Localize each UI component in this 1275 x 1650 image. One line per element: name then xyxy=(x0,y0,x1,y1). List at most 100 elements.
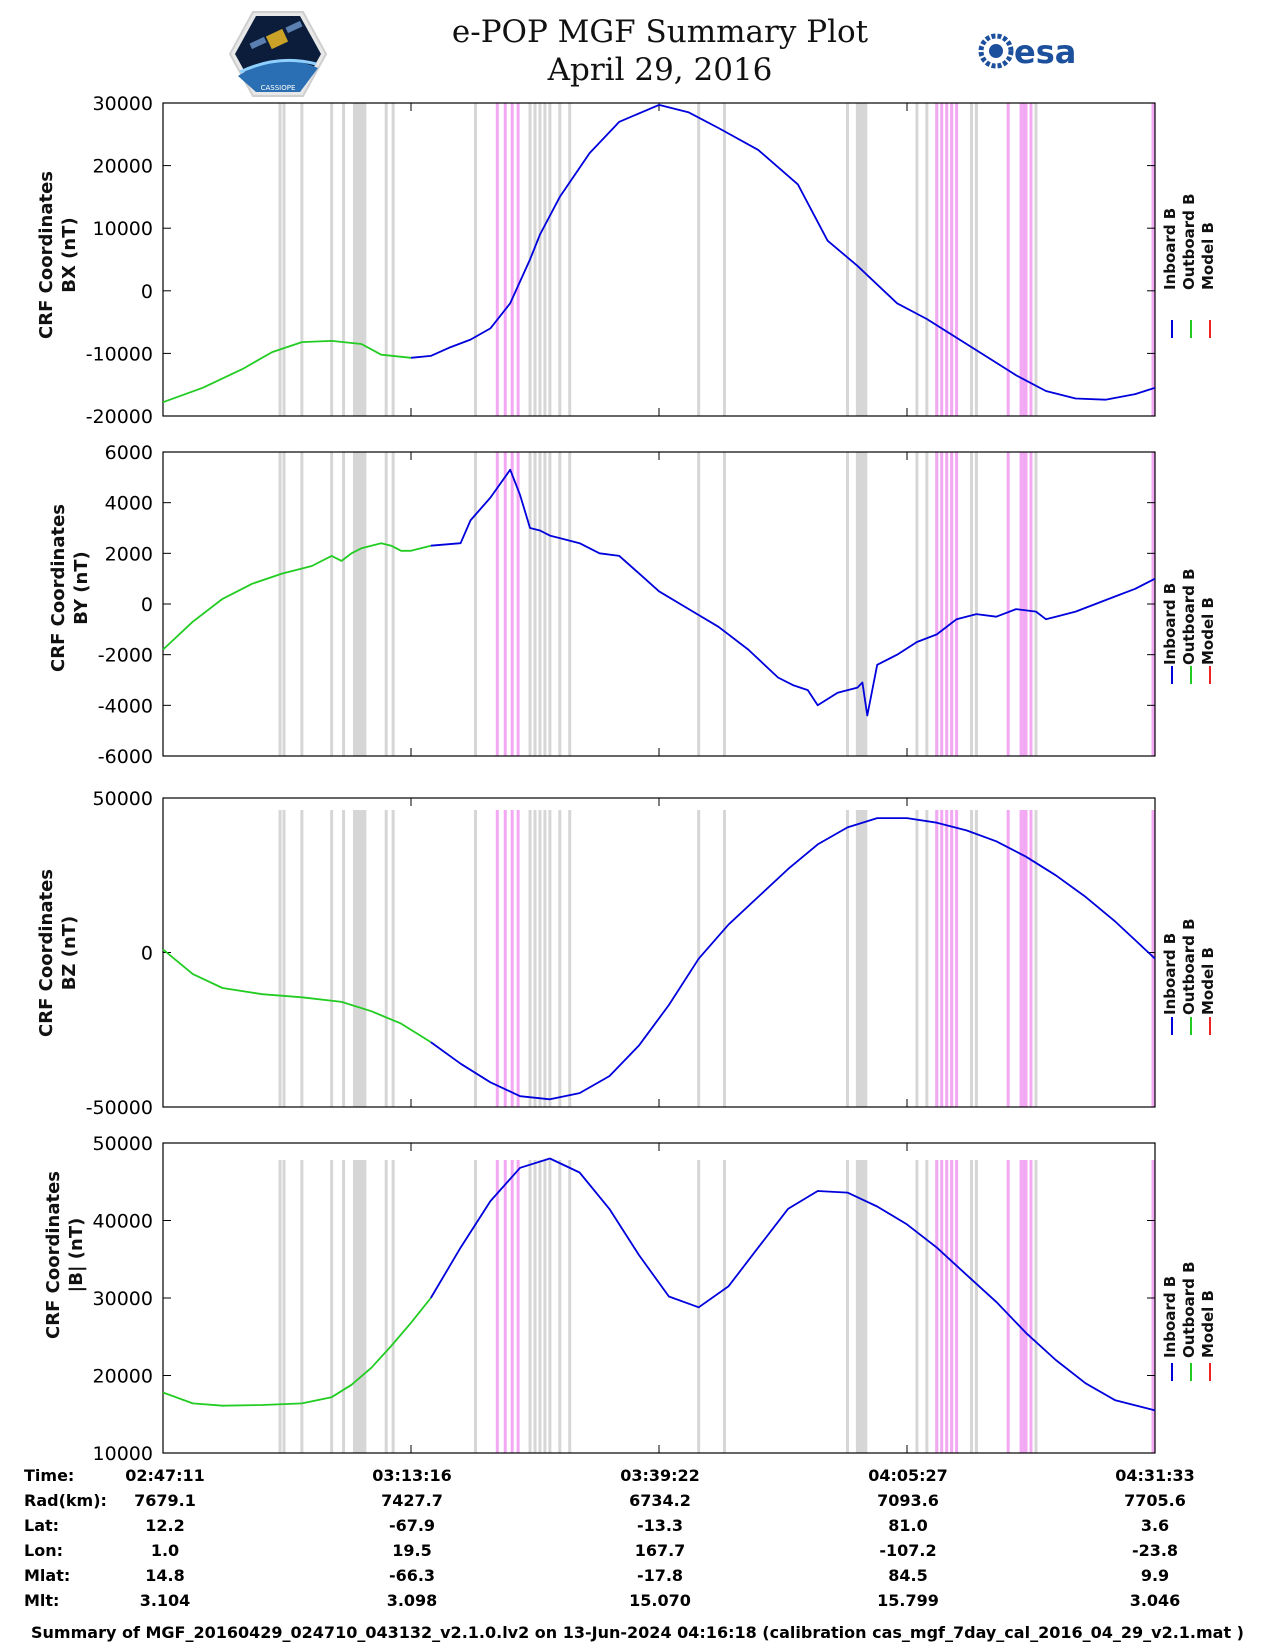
bx-wide-gray-band-0 xyxy=(354,103,366,416)
bz-pink-band-9 xyxy=(1007,810,1010,1107)
mlat-col-4: 9.9 xyxy=(1085,1566,1225,1585)
lon-col-3: -107.2 xyxy=(838,1541,978,1560)
bz-gray-band-11 xyxy=(474,810,477,1107)
btot-pink-band-10 xyxy=(1020,1160,1023,1453)
bz-pink-band-12 xyxy=(1025,810,1028,1107)
mlt-col-1: 3.098 xyxy=(342,1591,482,1610)
bx-gray-band-26 xyxy=(970,103,973,416)
bx-pink-band-0 xyxy=(496,103,499,416)
time-col-4: 04:31:33 xyxy=(1085,1466,1225,1485)
by-gray-band-26 xyxy=(970,452,973,756)
bz-wide-gray-band-1 xyxy=(857,810,867,1107)
bx-gray-band-0 xyxy=(279,103,282,416)
by-pink-band-3 xyxy=(517,452,520,756)
by-pink-band-5 xyxy=(940,452,943,756)
by-ytick-label-2: 2000 xyxy=(105,543,153,565)
bx-pink-band-5 xyxy=(940,103,943,416)
lat-col-4: 3.6 xyxy=(1085,1516,1225,1535)
by-gray-band-18 xyxy=(568,452,571,756)
bx-pink-band-7 xyxy=(950,103,953,416)
btot-pink-band-12 xyxy=(1025,1160,1028,1453)
lon-col-1: 19.5 xyxy=(342,1541,482,1560)
bx-gray-band-18 xyxy=(568,103,571,416)
btot-series-outboard xyxy=(163,1298,431,1406)
bz-gray-band-15 xyxy=(543,810,546,1107)
bz-gray-band-3 xyxy=(330,810,333,1107)
by-pink-band-0 xyxy=(496,452,499,756)
btot-legend-outboard: Outboard B xyxy=(1180,1261,1199,1358)
mlat-col-0: 14.8 xyxy=(95,1566,235,1585)
by-legend-inboard: Inboard B xyxy=(1161,583,1180,665)
bz-ytick-label-1: 0 xyxy=(141,943,153,965)
by-gray-band-11 xyxy=(474,452,477,756)
bz-legend-inboard: Inboard B xyxy=(1161,933,1180,1015)
btot-legend-model: Model B xyxy=(1199,1290,1218,1358)
by-gray-band-12 xyxy=(529,452,532,756)
by-pink-band-13 xyxy=(1030,452,1033,756)
row-label-time: Time: xyxy=(24,1466,74,1485)
bz-pink-band-0 xyxy=(496,810,499,1107)
bz-legend-outboard: Outboard B xyxy=(1180,918,1199,1015)
by-ytick-label-0: 6000 xyxy=(105,442,153,464)
bx-gray-band-20 xyxy=(723,103,726,416)
by-ytick-label-4: -2000 xyxy=(98,645,153,667)
bz-pink-band-5 xyxy=(940,810,943,1107)
mlat-col-3: 84.5 xyxy=(838,1566,978,1585)
bx-gray-band-19 xyxy=(697,103,700,416)
bz-gray-band-2 xyxy=(300,810,303,1107)
bx-gray-band-11 xyxy=(474,103,477,416)
btot-gray-band-21 xyxy=(846,1160,849,1453)
bz-ylabel: CRF Coordinates BZ (nT) xyxy=(35,853,81,1053)
btot-gray-band-9 xyxy=(385,1160,388,1453)
bx-pink-band-6 xyxy=(945,103,948,416)
bz-series-outboard xyxy=(163,949,431,1042)
bz-gray-band-21 xyxy=(846,810,849,1107)
bx-ytick-label-5: -20000 xyxy=(86,406,153,428)
bz-pink-band-2 xyxy=(511,810,514,1107)
bx-legend-model: Model B xyxy=(1199,222,1218,290)
btot-legend-inboard: Inboard B xyxy=(1161,1276,1180,1358)
bx-gray-band-10 xyxy=(392,103,395,416)
row-label-lon: Lon: xyxy=(24,1541,63,1560)
bz-gray-band-14 xyxy=(538,810,541,1107)
btot-gray-band-26 xyxy=(970,1160,973,1453)
btot-pink-band-1 xyxy=(504,1160,507,1453)
btot-axes-frame xyxy=(163,1143,1155,1453)
by-axes-frame xyxy=(163,452,1155,756)
bz-gray-band-20 xyxy=(723,810,726,1107)
lat-col-1: -67.9 xyxy=(342,1516,482,1535)
bz-pink-band-8 xyxy=(955,810,958,1107)
time-col-0: 02:47:11 xyxy=(95,1466,235,1485)
by-gray-band-28 xyxy=(1034,452,1037,756)
bx-gray-band-17 xyxy=(558,103,561,416)
bz-ytick-label-2: -50000 xyxy=(86,1097,153,1119)
btot-gray-band-12 xyxy=(529,1160,532,1453)
bx-legend-inboard: Inboard B xyxy=(1161,208,1180,290)
bx-series-outboard xyxy=(163,341,411,402)
row-label-mlat: Mlat: xyxy=(24,1566,70,1585)
by-ylabel: CRF Coordinates BY (nT) xyxy=(47,488,93,688)
btot-gray-band-11 xyxy=(474,1160,477,1453)
by-gray-band-16 xyxy=(548,452,551,756)
row-label-mlt: Mlt: xyxy=(24,1591,59,1610)
bx-series-inboard xyxy=(411,105,1155,400)
btot-gray-band-2 xyxy=(300,1160,303,1453)
btot-pink-band-6 xyxy=(945,1160,948,1453)
bz-gray-band-9 xyxy=(385,810,388,1107)
btot-ytick-label-3: 20000 xyxy=(93,1366,153,1388)
mlat-col-2: -17.8 xyxy=(590,1566,730,1585)
btot-pink-band-13 xyxy=(1030,1160,1033,1453)
bx-gray-band-9 xyxy=(385,103,388,416)
btot-pink-band-3 xyxy=(517,1160,520,1453)
bz-pink-band-4 xyxy=(935,810,938,1107)
bx-pink-band-14 xyxy=(1152,103,1155,416)
bz-gray-band-4 xyxy=(342,810,345,1107)
by-ytick-label-1: 4000 xyxy=(105,493,153,515)
mlat-col-1: -66.3 xyxy=(342,1566,482,1585)
bx-pink-band-13 xyxy=(1030,103,1033,416)
by-ytick-label-6: -6000 xyxy=(98,746,153,768)
bx-gray-band-13 xyxy=(534,103,537,416)
bz-gray-band-1 xyxy=(283,810,286,1107)
bx-ytick-label-4: -10000 xyxy=(86,343,153,365)
bz-pink-band-1 xyxy=(504,810,507,1107)
